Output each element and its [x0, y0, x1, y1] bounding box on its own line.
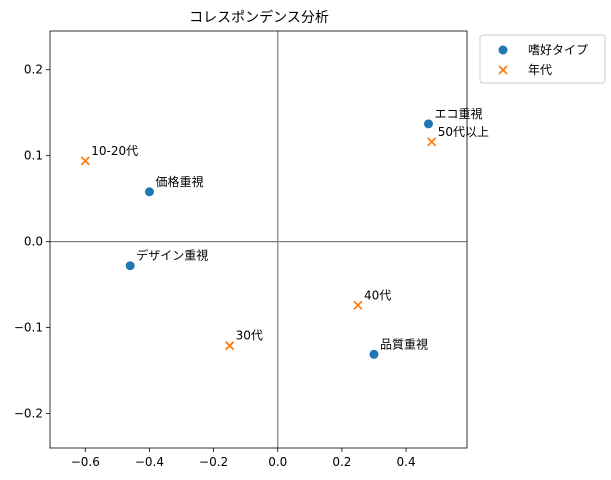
data-point	[353, 300, 363, 310]
point-label: 40代	[364, 288, 391, 302]
data-point	[80, 156, 90, 166]
plot-area-frame	[49, 30, 468, 449]
data-point	[424, 119, 434, 129]
x-tick-label: 0.2	[332, 455, 351, 469]
x-tick-label: −0.6	[71, 455, 100, 469]
legend-marker	[498, 65, 508, 75]
chart-title: コレスポンデンス分析	[189, 9, 329, 26]
data-point	[427, 137, 437, 147]
x-tick-label: −0.2	[199, 455, 228, 469]
point-label: 50代以上	[438, 125, 489, 139]
data-point	[369, 349, 379, 359]
y-tick-label: 0.0	[24, 235, 43, 249]
data-points	[80, 119, 437, 359]
y-tick-label: 0.1	[24, 149, 43, 163]
legend-label: 嗜好タイプ	[528, 43, 588, 57]
data-point	[224, 341, 235, 351]
x-tick-label: 0.0	[268, 455, 287, 469]
point-label: デザイン重視	[136, 248, 208, 263]
data-point	[144, 187, 154, 197]
point-label: 品質重視	[380, 336, 428, 351]
y-tick-label: −0.1	[14, 321, 43, 335]
point-label: エコ重視	[435, 106, 483, 121]
y-axis-ticks: −0.2 −0.1 0.0 0.1 0.2	[14, 63, 50, 421]
y-tick-label: 0.2	[24, 63, 43, 77]
point-label: 10-20代	[91, 144, 138, 158]
point-label: 30代	[236, 329, 263, 343]
data-point	[125, 261, 135, 271]
y-tick-label: −0.2	[14, 407, 43, 421]
legend-marker	[498, 45, 508, 55]
x-axis-ticks: −0.6 −0.4 −0.2 0.0 0.2 0.4	[71, 448, 416, 469]
legend-label: 年代	[528, 63, 552, 77]
x-tick-label: −0.4	[135, 455, 164, 469]
reference-lines	[50, 31, 467, 448]
x-tick-label: 0.4	[397, 455, 416, 469]
point-label: 価格重視	[155, 174, 203, 189]
legend-box	[479, 34, 606, 84]
